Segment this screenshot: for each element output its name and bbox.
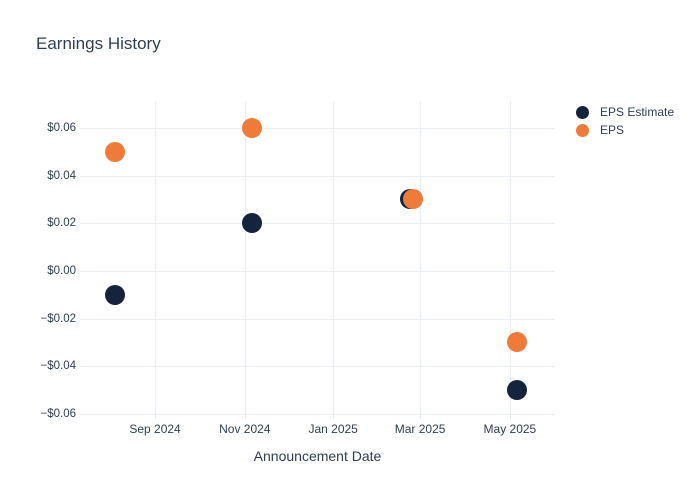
data-point-eps-estimate[interactable] [507, 380, 527, 401]
gridline-vertical [244, 101, 246, 414]
data-point-eps-estimate[interactable] [241, 213, 262, 234]
gridline-horizontal [80, 270, 555, 272]
data-point-eps[interactable] [241, 117, 262, 138]
data-point-eps-estimate[interactable] [105, 284, 125, 305]
x-axis-tick-mark [244, 414, 246, 419]
x-tick-label: Sep 2024 [129, 422, 181, 436]
y-tick-label: $0.02 [47, 217, 76, 230]
x-tick-label: Jan 2025 [308, 422, 358, 436]
gridline-horizontal [80, 414, 555, 415]
gridline-vertical [509, 101, 511, 414]
gridline-vertical [333, 101, 335, 414]
y-tick-label: $0.06 [47, 121, 76, 134]
gridline-horizontal [80, 318, 555, 320]
legend-label-eps-estimate: EPS Estimate [600, 105, 675, 119]
x-axis-tick-mark [420, 414, 422, 419]
x-axis-labels: Sep 2024 Nov 2024 Jan 2025 Mar 2025 May 2025 [80, 421, 555, 437]
gridline-horizontal [80, 223, 555, 225]
legend-item-eps-estimate[interactable]: EPS Estimate [576, 105, 674, 119]
x-axis-tick-mark [333, 414, 335, 419]
gridline-horizontal [80, 366, 555, 368]
gridline-horizontal [80, 127, 555, 129]
chart-title: Earnings History [36, 34, 161, 53]
eps-estimate-marker-icon [576, 105, 589, 119]
x-tick-label: Mar 2025 [394, 422, 446, 436]
eps-marker-icon [576, 123, 589, 137]
legend-item-eps[interactable]: EPS [576, 123, 674, 137]
data-point-eps[interactable] [402, 189, 423, 210]
plot-area [80, 101, 555, 419]
x-axis-tick-mark [155, 414, 157, 419]
x-axis-title: Announcement Date [253, 448, 382, 464]
legend: EPS Estimate EPS [576, 105, 674, 137]
y-tick-label: $0.04 [47, 169, 76, 182]
y-tick-label: −$0.06 [40, 408, 77, 420]
y-tick-label: −$0.02 [40, 312, 77, 325]
gridline-vertical [420, 101, 422, 414]
x-axis-tick-mark [509, 414, 511, 419]
gridline-horizontal [80, 175, 555, 177]
y-axis-labels: $0.06 $0.04 $0.02 $0.00 −$0.02 −$0.04 −$0.06 [0, 101, 77, 420]
y-tick-label: $0.00 [47, 264, 76, 277]
data-point-eps[interactable] [105, 141, 125, 162]
y-tick-label: −$0.04 [40, 360, 77, 373]
gridline-vertical [155, 101, 157, 414]
x-tick-label: Nov 2024 [219, 422, 271, 436]
x-tick-label: May 2025 [483, 422, 537, 436]
legend-label-eps: EPS [600, 123, 625, 137]
data-point-eps[interactable] [507, 332, 527, 353]
